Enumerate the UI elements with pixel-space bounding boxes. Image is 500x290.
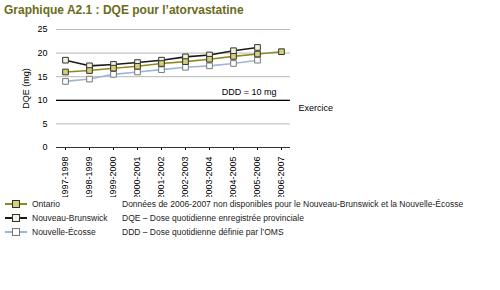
svg-text:2005-2006: 2005-2006 bbox=[252, 157, 262, 198]
svg-text:10: 10 bbox=[37, 95, 47, 105]
svg-text:2001-2002: 2001-2002 bbox=[156, 157, 166, 198]
svg-text:2003-2004: 2003-2004 bbox=[204, 157, 214, 198]
svg-text:2004-2005: 2004-2005 bbox=[228, 157, 238, 198]
svg-text:25: 25 bbox=[37, 24, 47, 34]
svg-text:2000-2001: 2000-2001 bbox=[132, 157, 142, 198]
svg-text:1997-1998: 1997-1998 bbox=[60, 157, 70, 198]
svg-text:2002-2003: 2002-2003 bbox=[180, 157, 190, 198]
svg-text:2006-2007: 2006-2007 bbox=[276, 157, 286, 198]
html-text:Données de 2006-2007 non dispo: Données de 2006-2007 non disponibles pou… bbox=[122, 199, 464, 209]
svg-text:0: 0 bbox=[42, 142, 47, 152]
svg-text:5: 5 bbox=[42, 119, 47, 129]
html-text:Graphique A2.1 : DQE pour l’at: Graphique A2.1 : DQE pour l’atorvastatin… bbox=[4, 3, 244, 17]
html-text:Ontario: Ontario bbox=[32, 199, 60, 209]
html-text:DDD – Dose quotidienne définie: DDD – Dose quotidienne définie par l’OMS bbox=[122, 227, 284, 237]
svg-text:Exercice: Exercice bbox=[299, 103, 334, 113]
svg-text:DDD = 10 mg: DDD = 10 mg bbox=[222, 87, 277, 97]
html-text:Nouvelle-Écosse: Nouvelle-Écosse bbox=[32, 227, 96, 237]
html-text:DQE – Dose quotidienne enregis: DQE – Dose quotidienne enregistrée provi… bbox=[122, 213, 304, 223]
svg-text:DQE (mg): DQE (mg) bbox=[21, 68, 31, 109]
html-text:Nouveau-Brunswick: Nouveau-Brunswick bbox=[32, 213, 108, 223]
svg-text:1999-2000: 1999-2000 bbox=[108, 157, 118, 198]
svg-text:20: 20 bbox=[37, 48, 47, 58]
svg-text:15: 15 bbox=[37, 72, 47, 82]
svg-text:1998-1999: 1998-1999 bbox=[84, 157, 94, 198]
